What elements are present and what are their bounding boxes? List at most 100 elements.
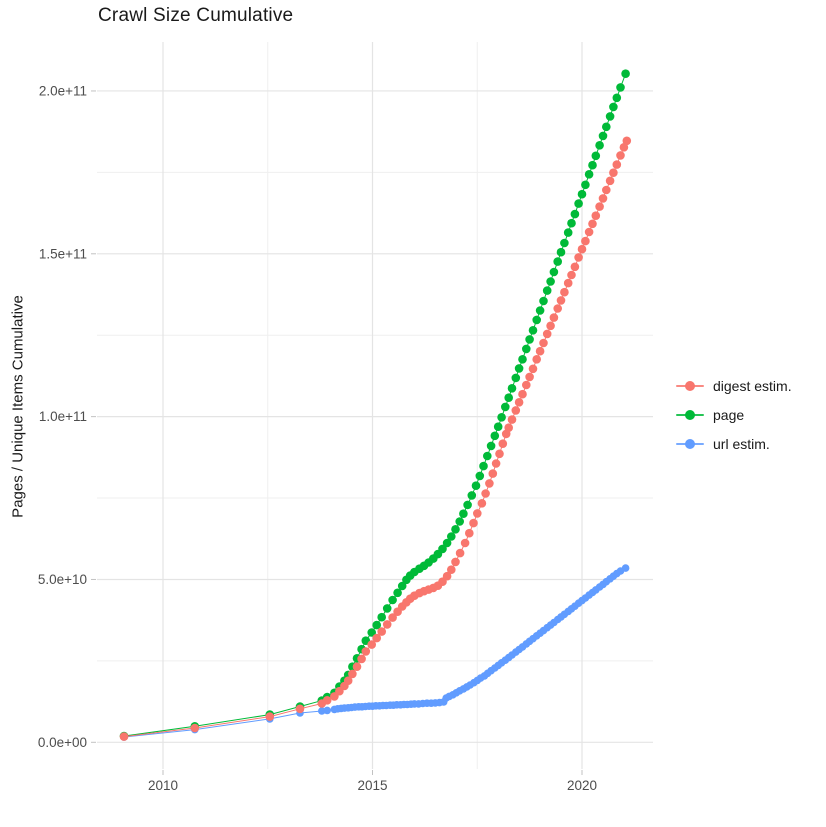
data-point-digest-estim: [442, 571, 452, 581]
data-point-digest-estim: [265, 712, 275, 721]
data-point-page: [616, 83, 625, 92]
data-point-page: [577, 189, 587, 199]
x-tick-label: 2015: [357, 778, 387, 793]
data-point-digest-estim: [612, 160, 622, 169]
legend: digest estim. page url estim.: [676, 377, 792, 453]
y-tick-label: 1.0e+11: [39, 409, 87, 424]
data-point-url-estim: [323, 706, 332, 715]
legend-label: page: [713, 407, 745, 423]
data-point-page: [621, 69, 630, 78]
data-point-page: [459, 509, 468, 518]
data-point-digest-estim: [491, 459, 501, 468]
data-point-page: [393, 588, 402, 598]
data-point-page: [598, 131, 608, 141]
data-point-page: [483, 451, 492, 461]
data-point-page: [486, 441, 496, 451]
data-point-digest-estim: [343, 676, 353, 685]
data-point-page: [581, 180, 590, 190]
data-point-digest-estim: [190, 723, 200, 733]
data-point-digest-estim: [357, 654, 366, 664]
data-point-page: [451, 525, 460, 534]
data-point-digest-estim: [504, 423, 513, 433]
legend-key-icon: [676, 407, 704, 423]
chart-title: Crawl Size Cumulative: [98, 5, 294, 26]
data-point-page: [372, 620, 382, 630]
data-point-digest-estim: [498, 439, 508, 449]
data-point-digest-estim: [602, 185, 611, 195]
y-axis-title: Pages / Unique Items Cumulative: [9, 295, 27, 518]
data-point-page: [367, 628, 377, 637]
data-point-page: [605, 112, 615, 121]
data-point-digest-estim: [522, 380, 531, 390]
data-point-digest-estim: [535, 346, 545, 356]
data-point-digest-estim: [598, 194, 608, 203]
data-point-digest-estim: [511, 406, 521, 415]
data-point-digest-estim: [348, 669, 357, 679]
data-point-digest-estim: [455, 548, 465, 558]
data-point-digest-estim: [525, 372, 534, 382]
data-point-digest-estim: [372, 633, 382, 643]
data-point-page: [501, 402, 510, 412]
data-point-digest-estim: [477, 499, 487, 508]
data-point-digest-estim: [546, 321, 555, 331]
data-point-page: [546, 277, 555, 286]
data-point-digest-estim: [567, 270, 576, 280]
data-point-digest-estim: [352, 662, 362, 671]
legend-key-icon: [676, 378, 704, 394]
data-point-digest-estim: [322, 696, 332, 705]
data-point-digest-estim: [622, 136, 632, 146]
data-point-page: [542, 286, 552, 295]
data-point-page: [497, 413, 506, 422]
data-point-digest-estim: [473, 509, 482, 518]
data-point-page: [397, 581, 407, 591]
data-point-page: [563, 228, 573, 237]
data-point-page: [553, 257, 562, 266]
data-point-digest-estim: [605, 176, 615, 186]
data-point-page: [518, 355, 527, 364]
data-point-digest-estim: [485, 479, 494, 488]
data-point-digest-estim: [577, 244, 587, 254]
data-point-digest-estim: [465, 528, 474, 538]
data-point-page: [377, 612, 387, 622]
data-point-page: [471, 481, 481, 491]
y-tick-label: 1.5e+11: [39, 246, 87, 261]
data-point-page: [535, 306, 545, 315]
data-point-page: [467, 491, 477, 500]
data-point-digest-estim: [595, 202, 604, 211]
data-point-page: [539, 296, 548, 306]
data-point-digest-estim: [570, 262, 580, 272]
data-point-page: [567, 218, 576, 228]
legend-label: digest estim.: [713, 378, 792, 394]
series-line-url-estim: [123, 567, 626, 738]
data-point-page: [463, 500, 472, 510]
legend-label: url estim.: [713, 436, 770, 452]
data-point-page: [388, 595, 397, 605]
data-point-page: [447, 532, 456, 541]
data-point-page: [595, 141, 604, 150]
data-point-digest-estim: [488, 469, 498, 478]
data-point-page: [556, 247, 566, 257]
data-point-page: [591, 151, 601, 161]
data-point-page: [612, 93, 622, 103]
data-point-digest-estim: [574, 253, 583, 262]
y-tick-label: 5.0e+10: [38, 572, 87, 587]
data-point-page: [602, 122, 611, 132]
data-point-digest-estim: [388, 613, 397, 622]
data-point-digest-estim: [507, 415, 517, 424]
data-point-digest-estim: [560, 287, 569, 297]
y-tick-label: 0.0e+00: [38, 735, 87, 750]
series-line-digest-estim: [123, 140, 628, 738]
data-point-page: [584, 170, 594, 179]
data-point-digest-estim: [514, 398, 524, 407]
data-point-digest-estim: [591, 211, 601, 220]
data-point-digest-estim: [553, 304, 562, 313]
data-point-page: [532, 315, 541, 325]
data-point-digest-estim: [588, 219, 597, 229]
data-point-digest-estim: [382, 620, 392, 629]
data-point-page: [490, 431, 500, 441]
data-point-page: [382, 604, 392, 613]
y-tick-label: 2.0e+11: [39, 83, 87, 98]
data-point-page: [507, 384, 517, 393]
data-point-page: [528, 326, 538, 335]
